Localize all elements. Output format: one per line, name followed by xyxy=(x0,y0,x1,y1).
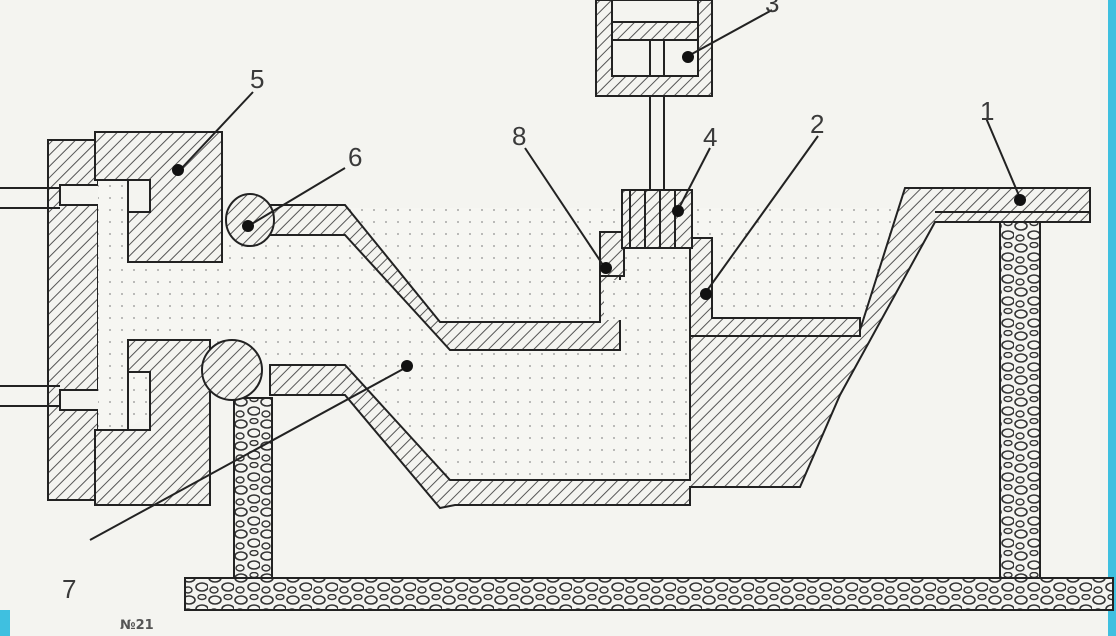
foundation-base xyxy=(184,577,1114,611)
figure-caption: №21 xyxy=(120,618,154,633)
leader-2 xyxy=(705,135,819,293)
support-pillar-right xyxy=(999,217,1041,579)
label-4: 4 xyxy=(703,122,717,152)
support-pillar-left xyxy=(233,397,273,579)
leader-3 xyxy=(689,9,773,56)
dot-3 xyxy=(682,51,694,63)
label-1: 1 xyxy=(980,96,994,126)
chamber-slot xyxy=(604,280,622,320)
leader-7 xyxy=(89,367,406,541)
leader-1 xyxy=(985,117,1021,199)
scan-edge-bottom-left xyxy=(0,610,10,636)
mould-lower-half xyxy=(94,339,211,506)
leader-6 xyxy=(249,167,346,226)
leader-4 xyxy=(677,147,711,211)
leader-5 xyxy=(179,91,254,171)
dot-2 xyxy=(700,288,712,300)
dot-8 xyxy=(600,262,612,274)
dot-6 xyxy=(242,220,254,232)
seal-upper xyxy=(225,193,275,247)
dot-7 xyxy=(401,360,413,372)
leader-8 xyxy=(524,147,606,269)
label-7: 7 xyxy=(62,574,76,604)
dot-5 xyxy=(172,164,184,176)
label-6: 6 xyxy=(348,142,362,172)
label-8: 8 xyxy=(512,121,526,151)
label-5: 5 xyxy=(250,64,264,94)
plunger-head xyxy=(621,189,693,249)
label-2: 2 xyxy=(810,109,824,139)
scan-edge-right xyxy=(1108,0,1116,636)
label-3: 3 xyxy=(765,0,779,18)
dot-1 xyxy=(1014,194,1026,206)
cylinder-piston xyxy=(611,21,699,41)
mould-outer-plate xyxy=(47,139,99,501)
mould-cavity xyxy=(98,180,210,430)
dot-4 xyxy=(672,205,684,217)
partition-wall xyxy=(689,237,861,337)
seal-lower xyxy=(201,339,263,401)
liquid-metal-chamber xyxy=(610,210,690,480)
crucible-shell xyxy=(269,187,1091,510)
